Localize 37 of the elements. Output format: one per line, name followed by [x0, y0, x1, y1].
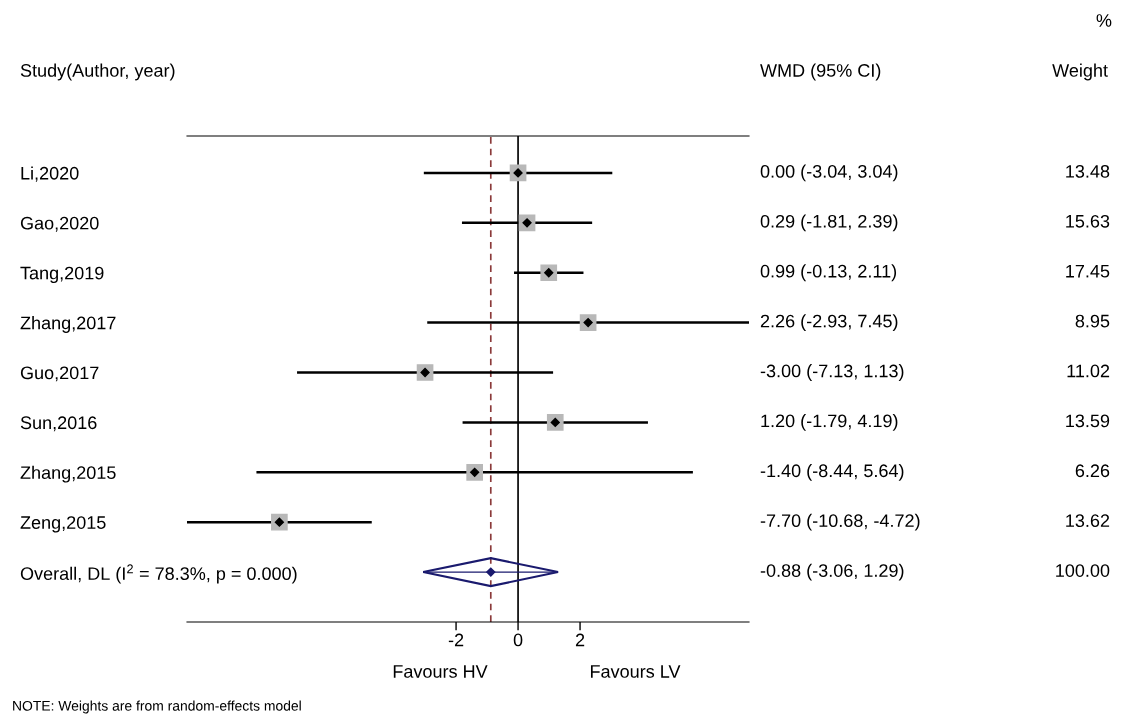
- text: 13.48: [1066, 164, 1110, 178]
- y-tick-label: Zhang,2017: [20, 316, 116, 333]
- y-tick-label: Tang,2019: [20, 266, 104, 284]
- text: -0.88 (-3.06, 1.29): [760, 563, 904, 581]
- x-tick-label: 0: [513, 633, 523, 647]
- text: Favours HV: [393, 665, 488, 678]
- text: 15.63: [1066, 214, 1110, 228]
- text: -7.70 (-10.68, -4.72): [760, 513, 920, 531]
- y-tick-label: Guo,2017: [20, 366, 99, 382]
- y-tick-label: Gao,2020: [20, 216, 99, 232]
- text: 0.29 (-1.81, 2.39): [760, 214, 898, 232]
- x-tick-label: 2: [575, 633, 585, 647]
- text: %: [1096, 14, 1112, 27]
- y-tick-label: Li,2020: [21, 166, 79, 182]
- text: 1.20 (-1.79, 4.19): [761, 414, 898, 431]
- x-tick-label: -2: [448, 633, 464, 647]
- text: Favours LV: [590, 665, 681, 678]
- y-axis-title: Study(Author, year): [20, 63, 175, 81]
- text: Weight: [1052, 63, 1108, 81]
- text: 100.00: [1056, 564, 1110, 577]
- text: 11.02: [1067, 364, 1110, 378]
- y-tick-label: Sun,2016: [20, 416, 97, 432]
- y-tick-label: Zhang,2015: [20, 465, 116, 483]
- text: NOTE: Weights are from random-effects model: [13, 700, 301, 714]
- text: 2.26 (-2.93, 7.45): [760, 314, 898, 332]
- text: 13.62: [1066, 514, 1110, 528]
- y-tick-label: Overall, DL (I$^{2}$ = 78.3%, p = 0.000): [20, 564, 297, 584]
- text: WMD (95% CI): [760, 63, 881, 81]
- text: -3.00 (-7.13, 1.13): [760, 364, 904, 381]
- text: 17.45: [1066, 264, 1110, 278]
- text: 0.99 (-0.13, 2.11): [760, 264, 897, 282]
- text: 0.00 (-3.04, 3.04): [760, 164, 898, 182]
- text: 6.26: [1075, 464, 1110, 478]
- text: -1.40 (-8.44, 5.64): [760, 463, 904, 481]
- text: 8.95: [1075, 314, 1110, 328]
- y-tick-label: Zeng,2015: [20, 516, 106, 533]
- text: 13.59: [1066, 414, 1110, 428]
